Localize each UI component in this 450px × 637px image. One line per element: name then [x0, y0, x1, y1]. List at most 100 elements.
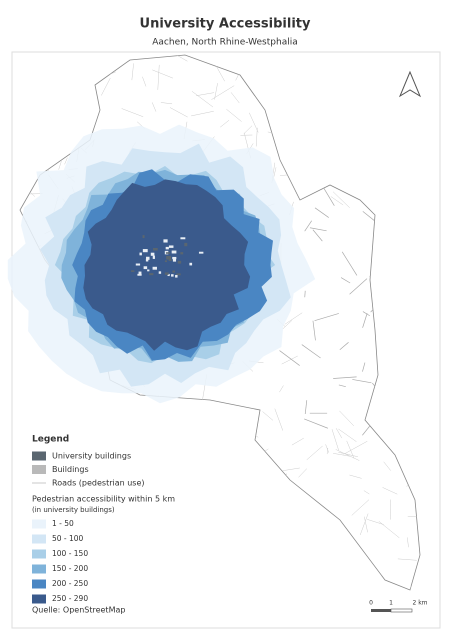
road	[333, 376, 357, 379]
road	[326, 448, 329, 455]
legend-swatch	[32, 579, 46, 589]
road	[279, 350, 300, 366]
university-building	[167, 273, 170, 277]
road	[339, 410, 355, 427]
accessibility-zones	[7, 124, 316, 404]
road	[214, 83, 218, 100]
road	[338, 428, 357, 442]
legend-swatch	[32, 594, 46, 604]
road	[282, 320, 293, 330]
university-building	[142, 235, 145, 239]
university-building	[130, 270, 135, 272]
road	[226, 108, 242, 122]
legend-label: 50 - 100	[52, 534, 84, 543]
road	[291, 437, 304, 446]
accessibility-zone	[83, 179, 251, 351]
road	[230, 92, 240, 104]
university-building	[153, 247, 158, 251]
road	[339, 342, 349, 351]
legend-label: Buildings	[52, 465, 89, 474]
road	[362, 313, 368, 328]
road	[349, 278, 368, 295]
road	[211, 85, 235, 100]
road	[274, 408, 284, 431]
road	[312, 320, 316, 341]
scale-labels: 0 1 2 km	[369, 600, 428, 607]
legend-label: Roads (pedestrian use)	[52, 479, 145, 488]
road	[333, 453, 351, 457]
scale-label: 2 km	[412, 600, 427, 607]
road	[330, 196, 344, 206]
university-building	[145, 258, 149, 262]
road	[363, 490, 370, 495]
university-building	[149, 273, 154, 276]
university-building	[152, 266, 157, 270]
road	[169, 107, 188, 118]
university-building	[172, 270, 176, 273]
university-building	[138, 271, 142, 275]
road	[382, 487, 398, 495]
map-title: University Accessibility	[140, 17, 311, 32]
road	[279, 385, 284, 393]
university-building	[152, 255, 155, 259]
road	[331, 429, 339, 451]
university-building	[150, 252, 155, 256]
university-building	[165, 246, 169, 250]
road	[338, 451, 358, 457]
university-building	[166, 256, 172, 260]
road	[301, 344, 321, 359]
university-building	[139, 252, 142, 256]
road	[312, 229, 323, 242]
road	[338, 384, 346, 388]
legend-swatch	[32, 564, 46, 574]
road	[367, 519, 384, 525]
road	[304, 400, 308, 415]
university-building	[158, 271, 162, 274]
university-buildings	[130, 235, 204, 278]
legend-swatch	[32, 534, 46, 544]
road	[335, 449, 360, 461]
university-building	[172, 258, 177, 262]
road	[325, 444, 330, 453]
road	[262, 411, 274, 421]
university-building	[146, 256, 150, 260]
university-building	[147, 269, 150, 272]
legend-label: 100 - 150	[52, 549, 88, 558]
road	[281, 355, 298, 365]
road	[352, 379, 372, 384]
university-building	[164, 272, 169, 275]
road	[121, 108, 144, 117]
legend: University buildings Buildings Roads (pede…	[32, 451, 145, 604]
road	[341, 251, 358, 276]
university-building	[189, 262, 193, 266]
road	[362, 362, 366, 372]
road	[157, 64, 160, 90]
road	[362, 311, 370, 317]
legend-swatch	[32, 465, 46, 474]
legend-title: Legend	[32, 435, 69, 445]
road	[160, 102, 173, 105]
road	[349, 474, 362, 479]
legend-swatch	[32, 519, 46, 529]
road	[220, 120, 230, 128]
road	[359, 513, 369, 536]
road	[304, 220, 313, 232]
road	[249, 112, 259, 133]
road	[101, 77, 111, 96]
road	[151, 102, 157, 112]
legend-label: University buildings	[52, 452, 131, 461]
road	[314, 207, 329, 218]
university-building	[142, 249, 148, 253]
road	[364, 516, 368, 533]
university-building	[180, 237, 186, 240]
legend-swatch	[32, 549, 46, 559]
university-building	[184, 242, 188, 247]
road	[378, 521, 400, 539]
accessibility-subtitle: (in university buildings)	[32, 506, 115, 514]
scale-label: 0	[369, 600, 373, 607]
scale-label: 1	[389, 600, 393, 607]
source: Quelle: OpenStreetMap	[32, 606, 125, 615]
university-building	[135, 263, 141, 266]
